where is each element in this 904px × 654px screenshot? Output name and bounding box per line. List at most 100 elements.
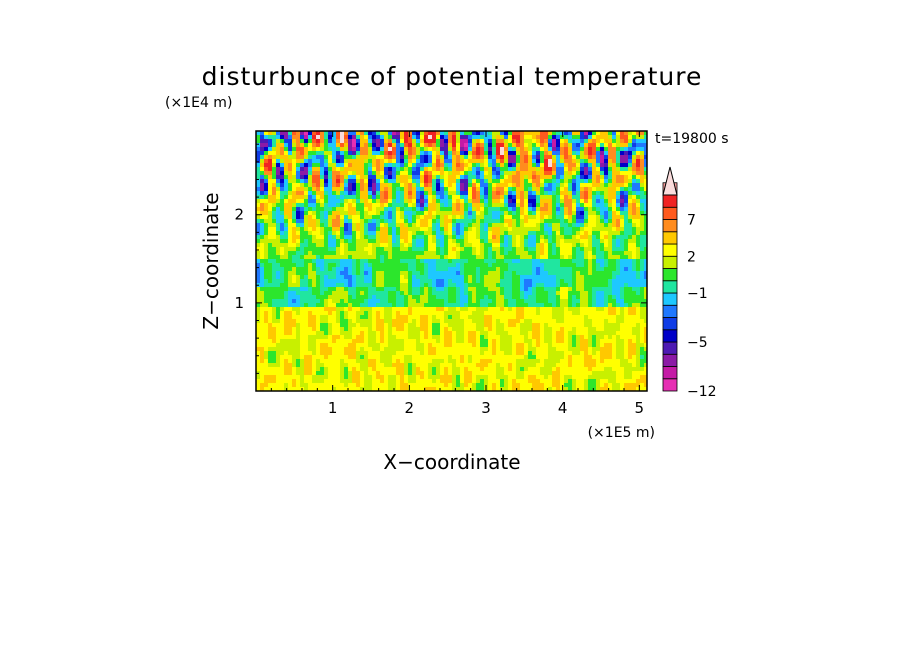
field-cell <box>564 195 569 200</box>
field-cell <box>552 287 557 292</box>
field-cell <box>548 271 553 276</box>
field-cell <box>588 179 593 184</box>
field-cell <box>568 303 573 308</box>
field-cell <box>256 267 261 272</box>
field-cell <box>588 175 593 180</box>
field-cell <box>276 315 281 320</box>
field-cell <box>332 315 337 320</box>
field-cell <box>468 307 473 312</box>
field-cell <box>564 279 569 284</box>
field-cell <box>388 187 393 192</box>
field-cell <box>284 143 289 148</box>
field-cell <box>560 191 565 196</box>
field-cell <box>604 211 609 216</box>
field-cell <box>580 199 585 204</box>
field-cell <box>584 171 589 176</box>
field-cell <box>484 299 489 304</box>
field-cell <box>300 219 305 224</box>
field-cell <box>544 135 549 140</box>
field-cell <box>644 295 647 300</box>
field-cell <box>272 211 277 216</box>
field-cell <box>572 275 577 280</box>
field-cell <box>608 187 613 192</box>
field-cell <box>532 307 537 312</box>
field-cell <box>340 247 345 252</box>
field-cell <box>260 255 265 260</box>
field-cell <box>432 139 437 144</box>
field-cell <box>520 135 525 140</box>
field-cell <box>332 327 337 332</box>
field-cell <box>600 211 605 216</box>
field-cell <box>332 143 337 148</box>
field-cell <box>544 267 549 272</box>
field-cell <box>356 295 361 300</box>
field-cell <box>500 255 505 260</box>
field-cell <box>348 271 353 276</box>
field-cell <box>356 303 361 308</box>
field-cell <box>372 323 377 328</box>
field-cell <box>272 295 277 300</box>
field-cell <box>348 171 353 176</box>
field-cell <box>276 295 281 300</box>
field-cell <box>264 179 269 184</box>
field-cell <box>572 231 577 236</box>
field-cell <box>344 139 349 144</box>
field-cell <box>340 179 345 184</box>
field-cell <box>524 275 529 280</box>
field-cell <box>508 251 513 256</box>
field-cell <box>608 243 613 248</box>
field-cell <box>368 135 373 140</box>
field-cell <box>408 291 413 296</box>
field-cell <box>280 159 285 164</box>
field-cell <box>332 263 337 268</box>
field-cell <box>308 139 313 144</box>
field-cell <box>544 131 549 136</box>
field-cell <box>540 291 545 296</box>
field-cell <box>320 279 325 284</box>
field-cell <box>604 187 609 192</box>
field-cell <box>364 187 369 192</box>
field-cell <box>408 331 413 336</box>
field-cell <box>524 171 529 176</box>
field-cell <box>564 303 569 308</box>
field-cell <box>624 219 629 224</box>
field-cell <box>424 227 429 232</box>
field-cell <box>620 307 625 312</box>
field-cell <box>296 307 301 312</box>
field-cell <box>372 131 377 136</box>
field-cell <box>636 143 641 148</box>
field-cell <box>444 199 449 204</box>
field-cell <box>456 211 461 216</box>
field-cell <box>484 231 489 236</box>
field-cell <box>264 215 269 220</box>
field-cell <box>432 311 437 316</box>
field-cell <box>436 143 441 148</box>
field-cell <box>540 331 545 336</box>
field-cell <box>616 167 621 172</box>
field-cell <box>644 183 647 188</box>
field-cell <box>500 223 505 228</box>
field-cell <box>616 331 621 336</box>
field-cell <box>308 299 313 304</box>
field-cell <box>384 283 389 288</box>
field-cell <box>280 267 285 272</box>
field-cell <box>608 271 613 276</box>
field-cell <box>608 219 613 224</box>
field-cell <box>480 163 485 168</box>
field-cell <box>284 319 289 324</box>
field-cell <box>276 331 281 336</box>
field-cell <box>532 183 537 188</box>
field-cell <box>292 131 297 136</box>
field-cell <box>288 179 293 184</box>
field-cell <box>544 227 549 232</box>
field-cell <box>292 195 297 200</box>
field-cell <box>436 327 441 332</box>
field-cell <box>380 315 385 320</box>
field-cell <box>504 323 509 328</box>
field-cell <box>296 219 301 224</box>
field-cell <box>372 255 377 260</box>
field-cell <box>536 223 541 228</box>
field-cell <box>312 155 317 160</box>
field-cell <box>256 199 261 204</box>
field-cell <box>364 327 369 332</box>
